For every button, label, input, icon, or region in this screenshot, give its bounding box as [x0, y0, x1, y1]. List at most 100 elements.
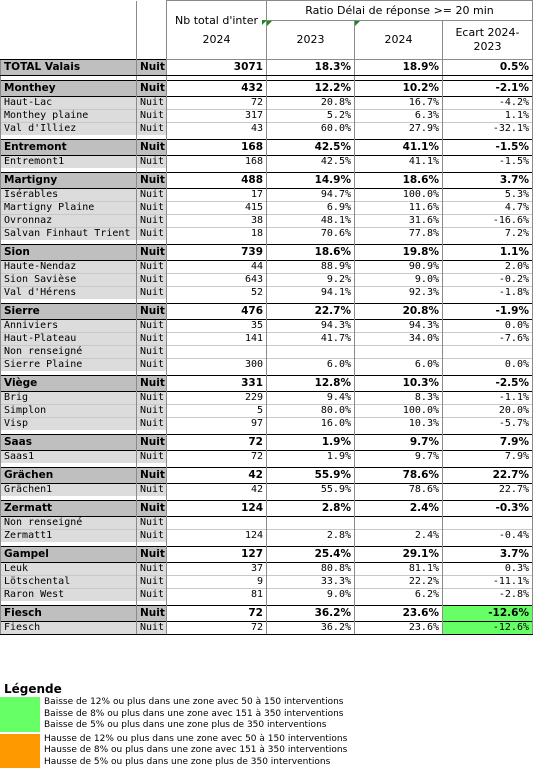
cell-ecart: -5.7% — [442, 417, 533, 430]
cell-ratio-2024: 18.6% — [354, 172, 443, 189]
cell-ratio-2023: 94.7% — [266, 188, 355, 202]
cell-ratio-2024: 19.8% — [354, 244, 443, 261]
cell-ratio-2024: 16.7% — [354, 96, 443, 110]
legend-green-swatch — [0, 697, 40, 732]
table-row: Isérables Nuit 17 94.7% 100.0% 5.3% — [0, 188, 533, 202]
cell-ratio-2023 — [266, 345, 355, 359]
cell-period: Nuit — [136, 201, 167, 215]
group-row: Viège Nuit 331 12.8% 10.3% -2.5% — [0, 375, 533, 392]
legend-orange: Hausse de 12% ou plus dans une zone avec… — [0, 733, 534, 768]
cell-nb-total: 127 — [166, 546, 267, 563]
cell-nb-total: 35 — [166, 319, 267, 333]
cell-ratio-2024: 34.0% — [354, 332, 443, 346]
cell-nb-total — [166, 345, 267, 359]
cell-ratio-2023: 6.0% — [266, 358, 355, 371]
group-separator — [0, 135, 533, 140]
cell-zone-name: Raron West — [0, 588, 137, 601]
cell-ratio-2023: 33.3% — [266, 575, 355, 589]
cell-period: Nuit — [136, 434, 167, 451]
group-separator — [0, 299, 533, 304]
separator-cell — [442, 463, 533, 468]
cell-nb-total: 331 — [166, 375, 267, 392]
cell-ratio-2023: 5.2% — [266, 109, 355, 123]
cell-nb-total: 18 — [166, 227, 267, 240]
cell-ratio-2024 — [354, 516, 443, 530]
group-separator — [0, 542, 533, 547]
cell-ecart: -2.1% — [442, 80, 533, 97]
separator-cell — [442, 168, 533, 173]
cell-ratio-2024: 6.3% — [354, 109, 443, 123]
cell-nb-total: 124 — [166, 500, 267, 517]
cell-period: Nuit — [136, 467, 167, 484]
cell-zone-name: Zermatt1 — [0, 529, 137, 542]
cell-ratio-2024: 78.6% — [354, 467, 443, 484]
cell-ecart: 3.7% — [442, 546, 533, 563]
header-2024-label: 2024 — [384, 33, 413, 46]
cell-ratio-2024: 22.2% — [354, 575, 443, 589]
cell-ratio-2024: 92.3% — [354, 286, 443, 299]
cell-ecart: 7.9% — [442, 434, 533, 451]
cell-ratio-2024: 31.6% — [354, 214, 443, 228]
cell-period: Nuit — [136, 391, 167, 405]
cell-nb-total: 72 — [166, 450, 267, 463]
cell-nb-total: 44 — [166, 260, 267, 274]
cell-period: Nuit — [136, 500, 167, 517]
header-2024: 2024 — [354, 20, 443, 60]
table-row: Visp Nuit 97 16.0% 10.3% -5.7% — [0, 417, 533, 430]
cell-zone-name: Isérables — [0, 188, 137, 202]
header-2023-label: 2023 — [296, 33, 325, 46]
cell-ratio-2023: 9.4% — [266, 391, 355, 405]
cell-zone-name: Monthey — [0, 80, 137, 97]
cell-zone-name: Fiesch — [0, 605, 137, 622]
separator-cell — [442, 135, 533, 140]
cell-ecart — [442, 345, 533, 359]
cell-ratio-2024: 100.0% — [354, 404, 443, 418]
group-row: Fiesch Nuit 72 36.2% 23.6% -12.6% — [0, 605, 533, 622]
cell-ratio-2023: 94.1% — [266, 286, 355, 299]
cell-ratio-2023: 41.7% — [266, 332, 355, 346]
table-row: Brig Nuit 229 9.4% 8.3% -1.1% — [0, 391, 533, 405]
cell-nb-total: 168 — [166, 155, 267, 168]
cell-period: Nuit — [136, 260, 167, 274]
cell-zone-name: Saas1 — [0, 450, 137, 463]
cell-nb-total: 9 — [166, 575, 267, 589]
separator-cell — [442, 299, 533, 304]
cell-nb-total: 300 — [166, 358, 267, 371]
cell-zone-name: Sion Savièse — [0, 273, 137, 287]
cell-zone-name: Haut-Lac — [0, 96, 137, 110]
cell-ratio-2023: 22.7% — [266, 303, 355, 320]
cell-ratio-2024: 18.9% — [354, 59, 443, 76]
cell-period: Nuit — [136, 332, 167, 346]
cell-zone-name: Ovronnaz — [0, 214, 137, 228]
legend-line: Hausse de 12% ou plus dans une zone avec… — [44, 733, 348, 744]
cell-period: Nuit — [136, 273, 167, 287]
table-row: Non renseigné Nuit — [0, 516, 533, 530]
table-row: Leuk Nuit 37 80.8% 81.1% 0.3% — [0, 562, 533, 576]
table-row: Val d'Illiez Nuit 43 60.0% 27.9% -32.1% — [0, 122, 533, 135]
legend-orange-swatch — [0, 733, 40, 768]
response-time-table: Nb total d'inter 2024 Ratio Délai de rép… — [0, 0, 533, 635]
total-row: TOTAL Valais Nuit 3071 18.3% 18.9% 0.5% — [0, 59, 533, 76]
cell-zone-name: Sierre Plaine — [0, 358, 137, 371]
group-row: Grächen Nuit 42 55.9% 78.6% 22.7% — [0, 467, 533, 484]
cell-ratio-2024: 77.8% — [354, 227, 443, 240]
cell-ecart: 0.5% — [442, 59, 533, 76]
group-separator — [0, 601, 533, 606]
cell-nb-total: 52 — [166, 286, 267, 299]
cell-ratio-2023: 9.2% — [266, 273, 355, 287]
cell-period: Nuit — [136, 172, 167, 189]
group-row: Sion Nuit 739 18.6% 19.8% 1.1% — [0, 244, 533, 261]
header-2023: 2023 — [266, 20, 355, 60]
cell-ratio-2023: 42.5% — [266, 139, 355, 156]
cell-zone-name: Leuk — [0, 562, 137, 576]
legend-line: Hausse de 8% ou plus dans une zone avec … — [44, 745, 348, 755]
header-corner — [0, 0, 137, 60]
cell-period: Nuit — [136, 303, 167, 320]
comment-marker-icon — [262, 20, 266, 25]
cell-ratio-2024: 10.2% — [354, 80, 443, 97]
table-row: Martigny Plaine Nuit 415 6.9% 11.6% 4.7% — [0, 201, 533, 215]
group-separator — [0, 75, 533, 81]
cell-ecart: -7.6% — [442, 332, 533, 346]
table-row: Anniviers Nuit 35 94.3% 94.3% 0.0% — [0, 319, 533, 333]
table-row: Sierre Plaine Nuit 300 6.0% 6.0% 0.0% — [0, 358, 533, 371]
